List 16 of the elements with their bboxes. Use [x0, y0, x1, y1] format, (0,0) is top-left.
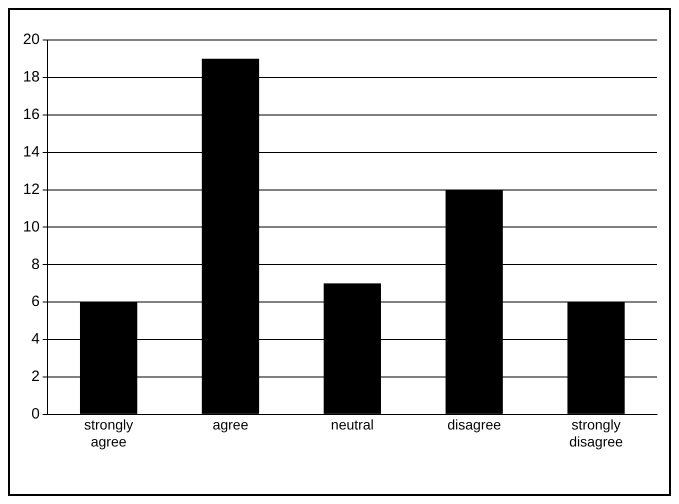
x-tick-label: agree: [212, 416, 249, 433]
y-tick-label: 12: [22, 180, 40, 198]
y-tick-label: 14: [22, 143, 40, 160]
y-tick-label: 4: [31, 330, 40, 348]
y-tick-label: 6: [31, 293, 40, 310]
y-tick-label: 8: [31, 256, 40, 273]
x-tick-label: disagree: [447, 416, 502, 433]
y-tick-label: 16: [22, 106, 40, 124]
y-tick-label: 18: [22, 68, 40, 86]
y-tick-label: 0: [31, 406, 40, 423]
x-tick-label: neutral: [330, 416, 374, 433]
y-tick-label: 20: [22, 31, 40, 48]
y-tick-label: 2: [31, 368, 40, 386]
y-tick-label: 10: [22, 218, 40, 236]
x-tick-label: strongly agree: [84, 416, 134, 450]
x-tick-label: strongly disagree: [569, 416, 624, 450]
